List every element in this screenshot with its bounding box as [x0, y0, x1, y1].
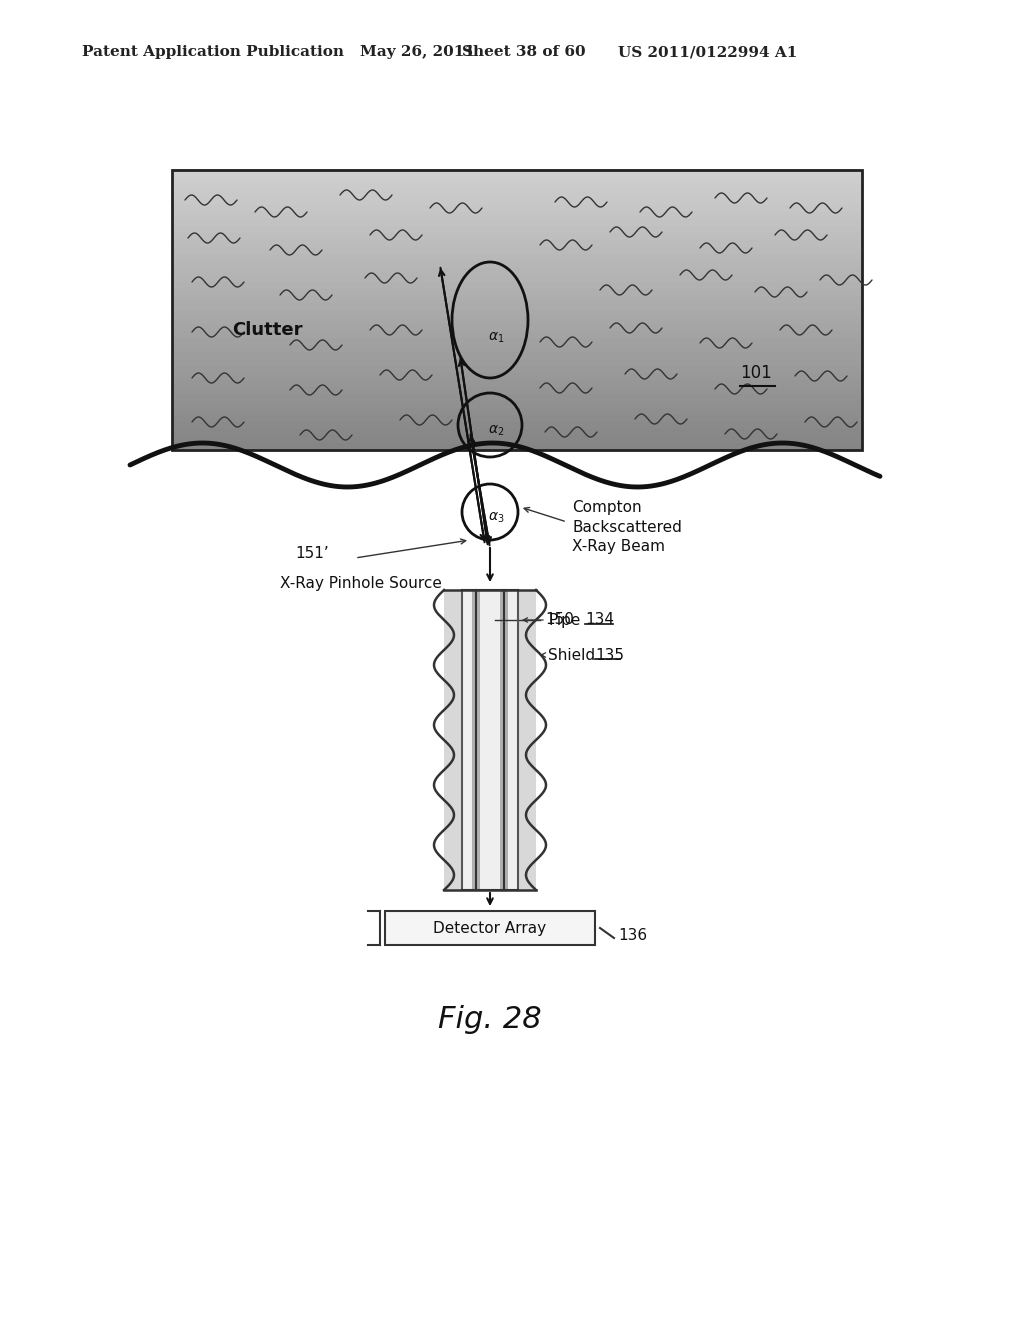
Bar: [385, 911, 595, 945]
Bar: [172, 211, 862, 219]
Bar: [172, 197, 862, 205]
Text: Patent Application Publication: Patent Application Publication: [82, 45, 344, 59]
Bar: [472, 590, 480, 890]
Bar: [172, 414, 862, 422]
Bar: [172, 323, 862, 331]
Bar: [172, 330, 862, 338]
Bar: [172, 218, 862, 226]
Text: 135: 135: [595, 648, 624, 663]
Bar: [172, 366, 862, 374]
Bar: [172, 205, 862, 213]
Text: Shield: Shield: [548, 648, 595, 663]
Text: 150: 150: [545, 612, 573, 627]
Text: Pipe: Pipe: [548, 612, 581, 627]
Bar: [172, 260, 862, 268]
Bar: [172, 442, 862, 450]
Text: Compton
Backscattered
X-Ray Beam: Compton Backscattered X-Ray Beam: [572, 500, 682, 554]
Text: Clutter: Clutter: [232, 321, 302, 339]
Bar: [172, 309, 862, 317]
Bar: [172, 294, 862, 304]
Bar: [172, 372, 862, 380]
Bar: [172, 224, 862, 234]
Bar: [172, 169, 862, 177]
Bar: [172, 407, 862, 414]
Bar: [462, 590, 518, 890]
Bar: [172, 267, 862, 275]
Bar: [172, 176, 862, 183]
Bar: [172, 345, 862, 352]
Bar: [172, 190, 862, 198]
Text: May 26, 2011: May 26, 2011: [360, 45, 475, 59]
Bar: [172, 379, 862, 387]
Bar: [500, 590, 508, 890]
Bar: [172, 281, 862, 289]
Bar: [172, 400, 862, 408]
Bar: [172, 421, 862, 429]
Text: 136: 136: [618, 928, 647, 944]
Text: $\alpha_3$: $\alpha_3$: [487, 511, 504, 525]
Text: Sheet 38 of 60: Sheet 38 of 60: [462, 45, 586, 59]
Text: Detector Array: Detector Array: [433, 920, 547, 936]
Bar: [172, 393, 862, 401]
Bar: [172, 288, 862, 296]
Bar: [172, 358, 862, 366]
Text: $\alpha_1$: $\alpha_1$: [487, 331, 504, 346]
Bar: [172, 170, 862, 450]
Bar: [172, 315, 862, 323]
Bar: [172, 351, 862, 359]
Text: 134: 134: [585, 612, 614, 627]
Text: X-Ray Pinhole Source: X-Ray Pinhole Source: [280, 576, 442, 591]
Text: 101: 101: [740, 364, 772, 381]
Bar: [172, 232, 862, 240]
Bar: [444, 590, 536, 890]
Bar: [172, 436, 862, 444]
Bar: [172, 337, 862, 345]
Text: 151’: 151’: [295, 546, 329, 561]
Bar: [172, 428, 862, 436]
Text: $\alpha_2$: $\alpha_2$: [487, 424, 504, 438]
Bar: [172, 302, 862, 310]
Bar: [172, 183, 862, 191]
Bar: [172, 239, 862, 247]
Text: Fig. 28: Fig. 28: [438, 1006, 542, 1035]
Bar: [172, 385, 862, 393]
Bar: [172, 253, 862, 261]
Text: US 2011/0122994 A1: US 2011/0122994 A1: [618, 45, 798, 59]
Bar: [172, 275, 862, 282]
Bar: [172, 246, 862, 253]
